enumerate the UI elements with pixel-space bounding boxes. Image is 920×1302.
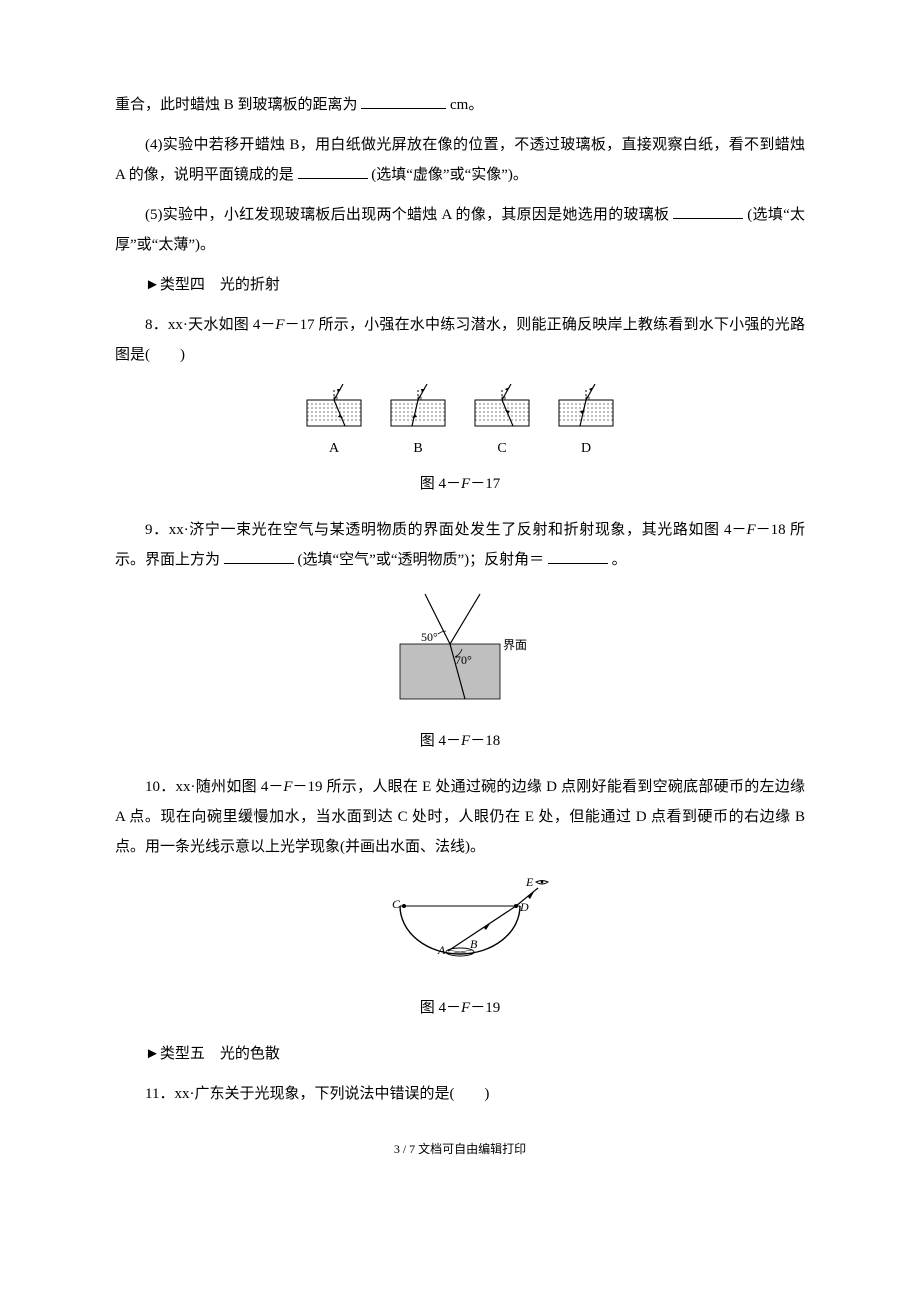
q9-F: F xyxy=(746,522,755,538)
figure-18-svg: 50° 70° 界面 xyxy=(375,589,545,709)
figure-17-opt-a: A xyxy=(303,384,365,463)
figure-17-row: A B xyxy=(115,384,805,463)
footer-page: 3 / 7 xyxy=(394,1142,415,1156)
blank-thickness xyxy=(673,203,743,219)
figure-17-label-b: B xyxy=(387,435,449,463)
q8-F: F xyxy=(275,317,284,333)
figure-18-caption: 图 4－F－18 xyxy=(115,726,805,756)
question-11: 11．xx·广东关于光现象，下列说法中错误的是( ) xyxy=(115,1079,805,1109)
blank-angle xyxy=(548,548,608,564)
fig19-cap-F: F xyxy=(461,1000,470,1016)
frag-text-2: cm。 xyxy=(450,97,483,113)
q9-text-3: (选填“空气”或“透明物质”)；反射角＝ xyxy=(298,552,545,568)
fig18-interface-label: 界面 xyxy=(503,638,527,652)
q8-text-1: 8．xx·天水如图 4－ xyxy=(145,317,275,333)
figure-17-opt-d: D xyxy=(555,384,617,463)
figure-19: C D A B E xyxy=(115,876,805,987)
figure-17-svg-c xyxy=(471,384,533,432)
q9-text-4: 。 xyxy=(612,552,627,568)
fig19-label-c: C xyxy=(392,897,401,911)
fig18-cap-F: F xyxy=(461,733,470,749)
fig18-angle-50: 50° xyxy=(421,630,438,644)
fig19-label-b: B xyxy=(470,937,478,951)
footer-note: 文档可自由编辑打印 xyxy=(418,1142,526,1156)
section-4-heading: ►类型四 光的折射 xyxy=(115,270,805,300)
page-footer: 3 / 7 文档可自由编辑打印 xyxy=(115,1137,805,1161)
question-5: (5)实验中，小红发现玻璃板后出现两个蜡烛 A 的像，其原因是她选用的玻璃板 (… xyxy=(115,200,805,260)
fig19-cap-b: －19 xyxy=(470,1000,500,1016)
fig19-label-e: E xyxy=(525,876,534,889)
section-5-label: ►类型五 光的色散 xyxy=(145,1046,280,1062)
figure-17-caption: 图 4－F－17 xyxy=(115,469,805,499)
figure-17-label-a: A xyxy=(303,435,365,463)
fig18-angle-70: 70° xyxy=(455,653,472,667)
figure-17-opt-b: B xyxy=(387,384,449,463)
question-8: 8．xx·天水如图 4－F－17 所示，小强在水中练习潜水，则能正确反映岸上教练… xyxy=(115,310,805,370)
figure-19-svg: C D A B E xyxy=(370,876,550,976)
blank-image-type xyxy=(298,163,368,179)
q4-text-2: (选填“虚像”或“实像”)。 xyxy=(371,167,528,183)
fig19-label-a: A xyxy=(437,943,446,957)
question-4: (4)实验中若移开蜡烛 B，用白纸做光屏放在像的位置，不透过玻璃板，直接观察白纸… xyxy=(115,130,805,190)
fig17-cap-a: 图 4－ xyxy=(420,476,461,492)
question-10: 10．xx·随州如图 4－F－19 所示，人眼在 E 处通过碗的边缘 D 点刚好… xyxy=(115,772,805,862)
q11-text-1: 11．xx·广东关于光现象，下列说法中错误的是( ) xyxy=(145,1086,489,1102)
page-content: 重合，此时蜡烛 B 到玻璃板的距离为 cm。 (4)实验中若移开蜡烛 B，用白纸… xyxy=(0,0,920,1201)
q5-text-1: (5)实验中，小红发现玻璃板后出现两个蜡烛 A 的像，其原因是她选用的玻璃板 xyxy=(145,207,669,223)
section-5-heading: ►类型五 光的色散 xyxy=(115,1039,805,1069)
figure-17-label-c: C xyxy=(471,435,533,463)
fig18-cap-a: 图 4－ xyxy=(420,733,461,749)
q9-text-1: 9．xx·济宁一束光在空气与某透明物质的界面处发生了反射和折射现象，其光路如图 … xyxy=(145,522,746,538)
figure-19-caption: 图 4－F－19 xyxy=(115,993,805,1023)
blank-distance xyxy=(361,93,446,109)
figure-17-label-d: D xyxy=(555,435,617,463)
figure-17: A B xyxy=(115,384,805,463)
frag-text-1: 重合，此时蜡烛 B 到玻璃板的距离为 xyxy=(115,97,358,113)
figure-17-opt-c: C xyxy=(471,384,533,463)
fig18-cap-b: －18 xyxy=(470,733,500,749)
fig19-cap-a: 图 4－ xyxy=(420,1000,461,1016)
fig17-cap-F: F xyxy=(461,476,470,492)
fragment-line: 重合，此时蜡烛 B 到玻璃板的距离为 cm。 xyxy=(115,90,805,120)
blank-medium xyxy=(224,548,294,564)
figure-17-svg-b xyxy=(387,384,449,432)
section-4-label: ►类型四 光的折射 xyxy=(145,277,280,293)
figure-17-svg-a xyxy=(303,384,365,432)
figure-17-svg-d xyxy=(555,384,617,432)
q10-F: F xyxy=(283,779,292,795)
question-9: 9．xx·济宁一束光在空气与某透明物质的界面处发生了反射和折射现象，其光路如图 … xyxy=(115,515,805,575)
figure-18: 50° 70° 界面 xyxy=(115,589,805,720)
fig17-cap-b: －17 xyxy=(470,476,500,492)
q10-text-1: 10．xx·随州如图 4－ xyxy=(145,779,283,795)
